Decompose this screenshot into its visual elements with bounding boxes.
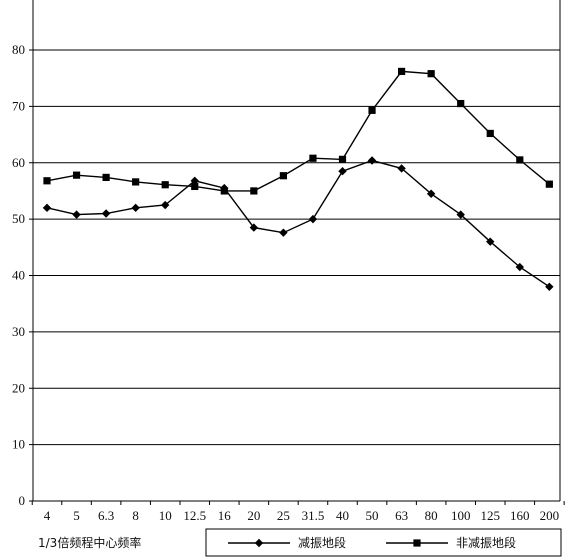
legend-item-1: 减振地段 bbox=[228, 535, 346, 550]
data-point-diamond bbox=[338, 167, 347, 176]
data-point-diamond bbox=[72, 210, 81, 219]
data-point-diamond bbox=[308, 214, 318, 224]
legend-item-2: 非减振地段 bbox=[386, 535, 516, 550]
data-point-diamond bbox=[101, 209, 111, 218]
series-2 bbox=[43, 67, 553, 195]
data-point-diamond bbox=[515, 262, 524, 272]
x-tick-label: 10 bbox=[159, 508, 172, 523]
y-tick-label: 20 bbox=[12, 380, 25, 395]
x-tick-label: 100 bbox=[451, 508, 471, 523]
data-point-diamond bbox=[426, 189, 436, 198]
legend-marker-square bbox=[413, 539, 421, 547]
y-tick-label: 10 bbox=[12, 437, 25, 452]
data-point-diamond bbox=[486, 237, 495, 246]
x-tick-label: 63 bbox=[395, 508, 408, 523]
x-tick-label: 50 bbox=[366, 508, 379, 523]
y-tick-label: 30 bbox=[12, 324, 25, 339]
x-tick-label: 4 bbox=[44, 508, 51, 523]
data-point-diamond bbox=[545, 282, 554, 291]
data-point-diamond bbox=[279, 228, 288, 237]
axes bbox=[29, 0, 565, 505]
data-point-square bbox=[338, 155, 347, 163]
data-point-square bbox=[161, 181, 169, 189]
series bbox=[42, 67, 554, 291]
y-tick-label: 40 bbox=[12, 268, 25, 283]
data-point-square bbox=[486, 129, 494, 138]
legend-marker-diamond bbox=[254, 538, 264, 548]
y-tick-label: 0 bbox=[19, 493, 26, 508]
series-line-1 bbox=[46, 159, 550, 288]
data-point-square bbox=[132, 178, 140, 186]
data-point-square bbox=[250, 187, 258, 195]
x-tick-label: 200 bbox=[540, 508, 560, 523]
x-axis-label: 1/3倍频程中心频率 bbox=[38, 535, 141, 550]
data-point-square bbox=[427, 70, 435, 78]
legend-label: 非减振地段 bbox=[456, 535, 516, 550]
data-point-square bbox=[516, 156, 524, 164]
x-tick-label: 25 bbox=[277, 508, 290, 523]
x-tick-label: 16 bbox=[218, 508, 232, 523]
data-point-square bbox=[398, 67, 406, 76]
data-point-diamond bbox=[397, 164, 406, 173]
data-point-square bbox=[457, 99, 465, 108]
x-tick-label: 125 bbox=[481, 508, 501, 523]
series-line-2 bbox=[46, 70, 550, 192]
data-point-square bbox=[309, 154, 317, 162]
data-point-diamond bbox=[456, 210, 465, 219]
data-point-square bbox=[220, 187, 228, 195]
data-point-diamond bbox=[42, 203, 52, 213]
data-point-square bbox=[72, 171, 81, 179]
x-tick-label: 160 bbox=[510, 508, 530, 523]
data-point-diamond bbox=[161, 200, 170, 210]
grid-lines bbox=[33, 49, 560, 446]
legend-label: 减振地段 bbox=[298, 535, 346, 550]
y-tick-labels: 0 10 20 30 40 50 60 70 80 bbox=[12, 42, 25, 508]
x-tick-label: 12.5 bbox=[183, 508, 206, 523]
y-tick-label: 70 bbox=[12, 98, 25, 113]
series-1 bbox=[42, 156, 554, 291]
x-tick-label: 80 bbox=[425, 508, 438, 523]
data-point-square bbox=[368, 106, 376, 114]
x-tick-label: 6.3 bbox=[98, 508, 114, 523]
y-tick-label: 60 bbox=[12, 155, 25, 170]
data-point-square bbox=[43, 177, 51, 185]
y-tick-label: 80 bbox=[12, 42, 25, 57]
data-point-diamond bbox=[131, 203, 140, 213]
legend: 减振地段 非减振地段 bbox=[205, 528, 562, 557]
data-point-diamond bbox=[249, 223, 259, 232]
data-point-square bbox=[102, 173, 110, 182]
data-point-square bbox=[279, 172, 287, 180]
data-point-square bbox=[545, 180, 553, 188]
data-point-diamond bbox=[367, 156, 377, 165]
x-tick-labels: 4 5 6.3 8 10 12.5 16 20 25 31.5 40 50 63 80 100 125 160 2… bbox=[44, 508, 559, 523]
x-tick-label: 20 bbox=[247, 508, 260, 523]
x-tick-label: 31.5 bbox=[302, 508, 325, 523]
x-tick-label: 5 bbox=[73, 508, 80, 523]
x-tick-label: 8 bbox=[132, 508, 139, 523]
data-point-square bbox=[191, 182, 199, 191]
data-point-diamond bbox=[190, 176, 199, 185]
y-tick-label: 50 bbox=[12, 211, 25, 226]
x-tick-label: 40 bbox=[336, 508, 349, 523]
